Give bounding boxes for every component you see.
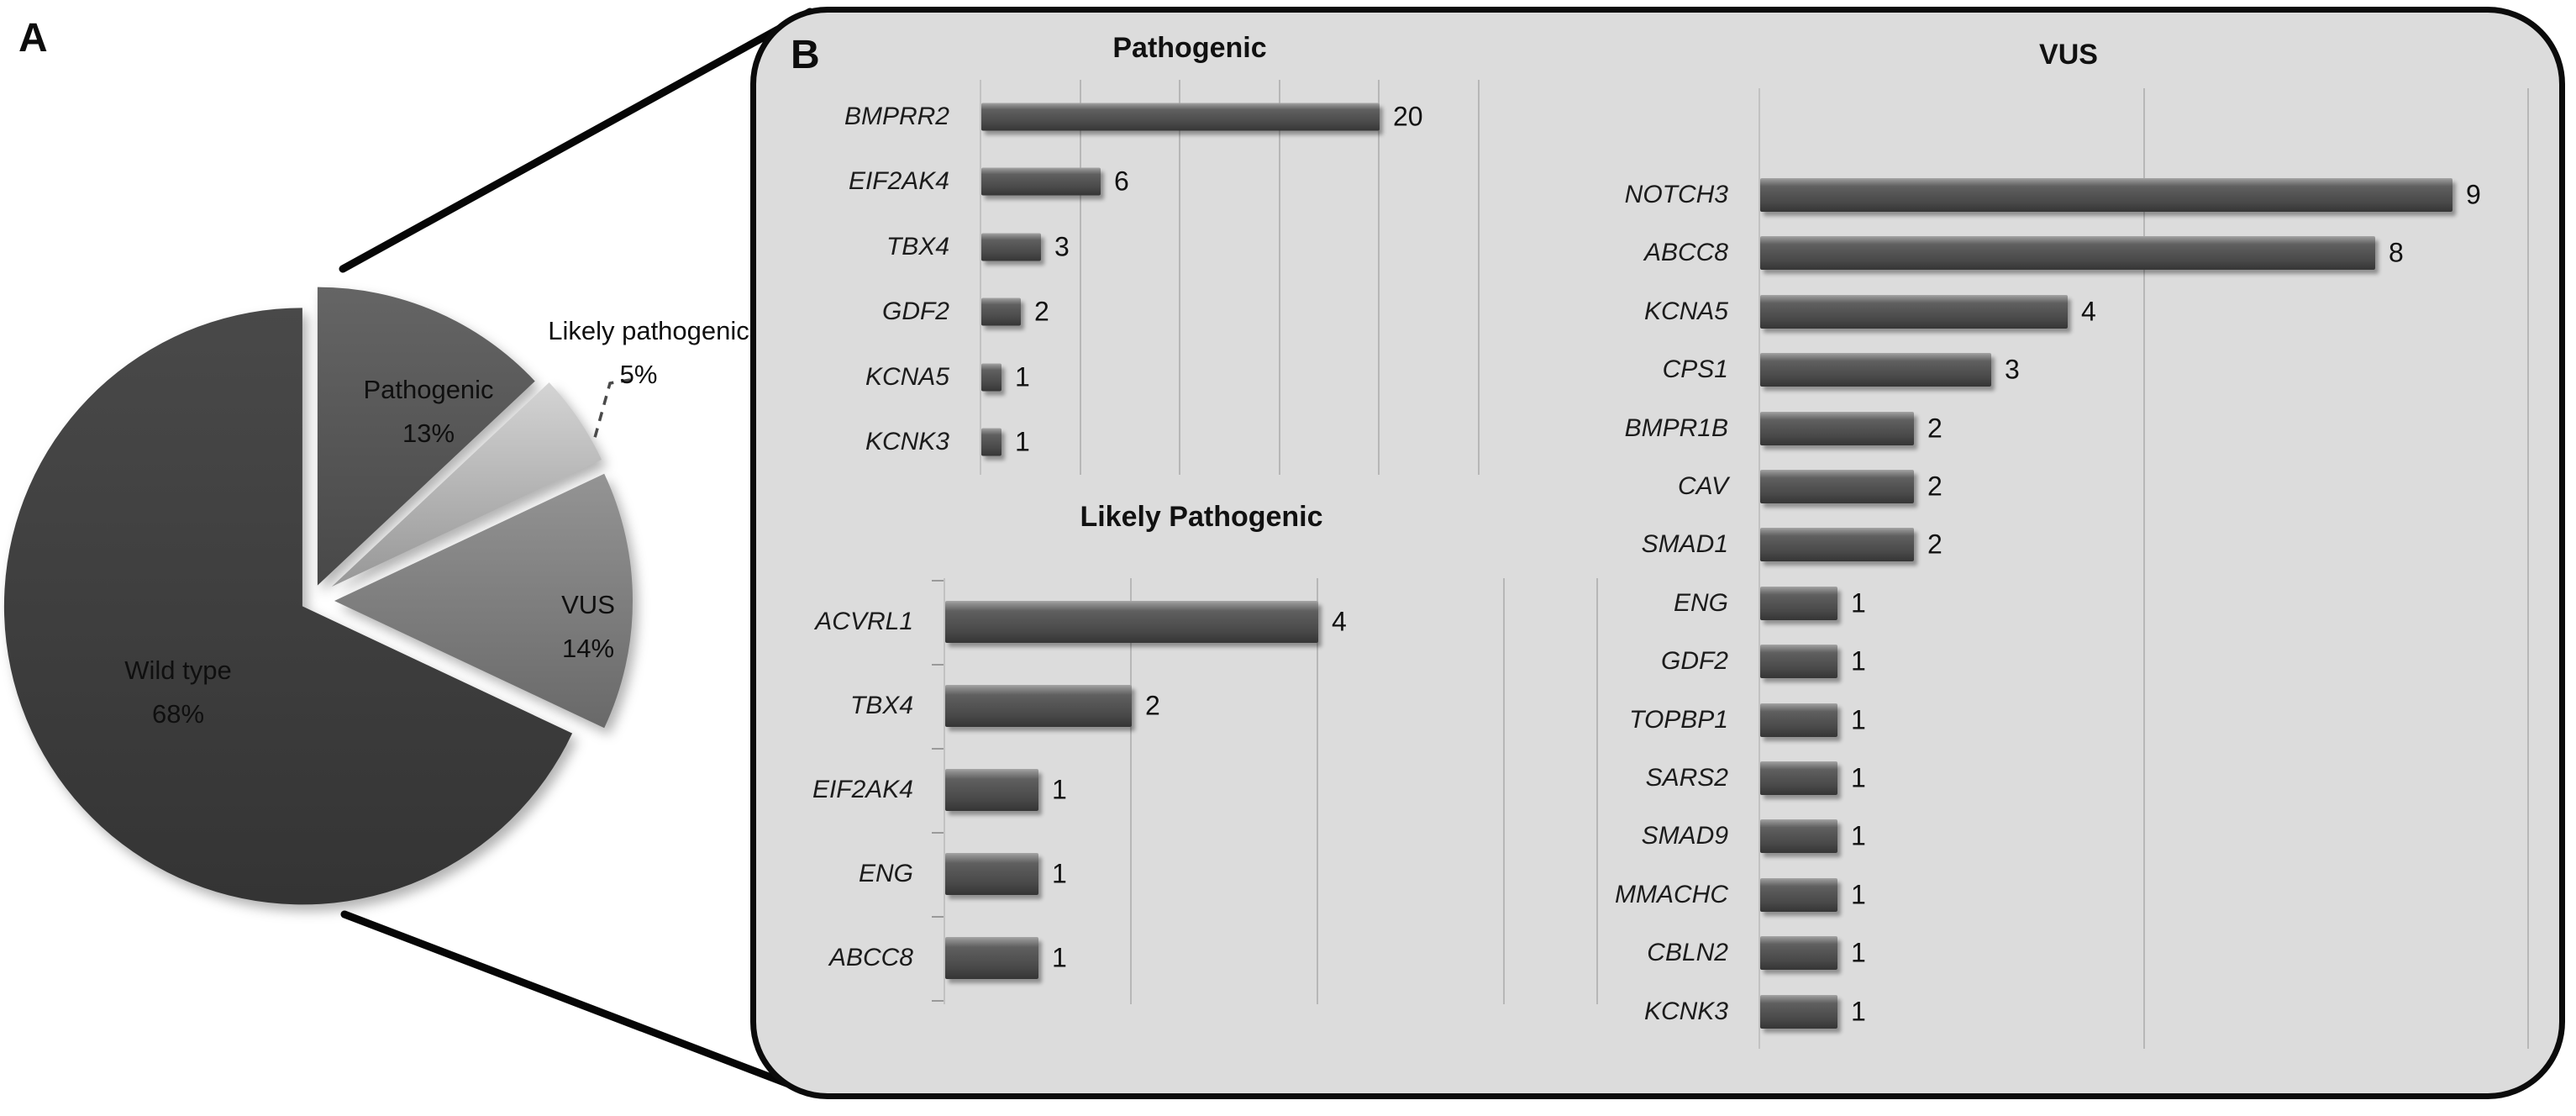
panel-b-label: B — [791, 33, 820, 77]
pie-label-likely-pathogenic-name: Likely pathogenic — [548, 316, 749, 345]
pie-label-wild-type-name: Wild type — [124, 655, 232, 685]
pie-slice-likely-pathogenic — [331, 382, 602, 587]
panel-b-box — [750, 7, 2565, 1099]
chart-title-pathogenic: Pathogenic — [1112, 32, 1267, 64]
pie-slice-vus — [334, 473, 633, 729]
chart-title-vus: VUS — [2039, 39, 2098, 71]
pie-label-pathogenic-name: Pathogenic — [363, 375, 494, 404]
pie-slice-wild-type — [3, 308, 573, 905]
pie-slices-group — [3, 287, 633, 905]
pie-label-likely-pathogenic-pct: 5% — [619, 360, 658, 389]
pie-label-vus-pct: 14% — [561, 634, 615, 663]
pie-label-pathogenic-pct: 13% — [402, 418, 455, 448]
pie-label-pathogenic: Pathogenic 13% — [363, 368, 493, 455]
callout-line-bottom — [340, 910, 808, 1094]
panel-a-label: A — [18, 16, 48, 61]
chart-title-likely-pathogenic: Likely Pathogenic — [1080, 501, 1323, 533]
callout-line-top — [339, 8, 814, 273]
pie-slice-pathogenic — [317, 287, 535, 586]
pie-label-wild-type-pct: 68% — [151, 699, 205, 729]
leader-line-likely-pathogenic — [591, 378, 631, 445]
pie-label-wild-type: Wild type 68% — [124, 649, 231, 736]
pie-label-vus: VUS 14% — [561, 583, 615, 671]
pie-label-vus-name: VUS — [561, 590, 615, 619]
pie-label-likely-pathogenic: Likely pathogenic 5% — [548, 309, 749, 397]
